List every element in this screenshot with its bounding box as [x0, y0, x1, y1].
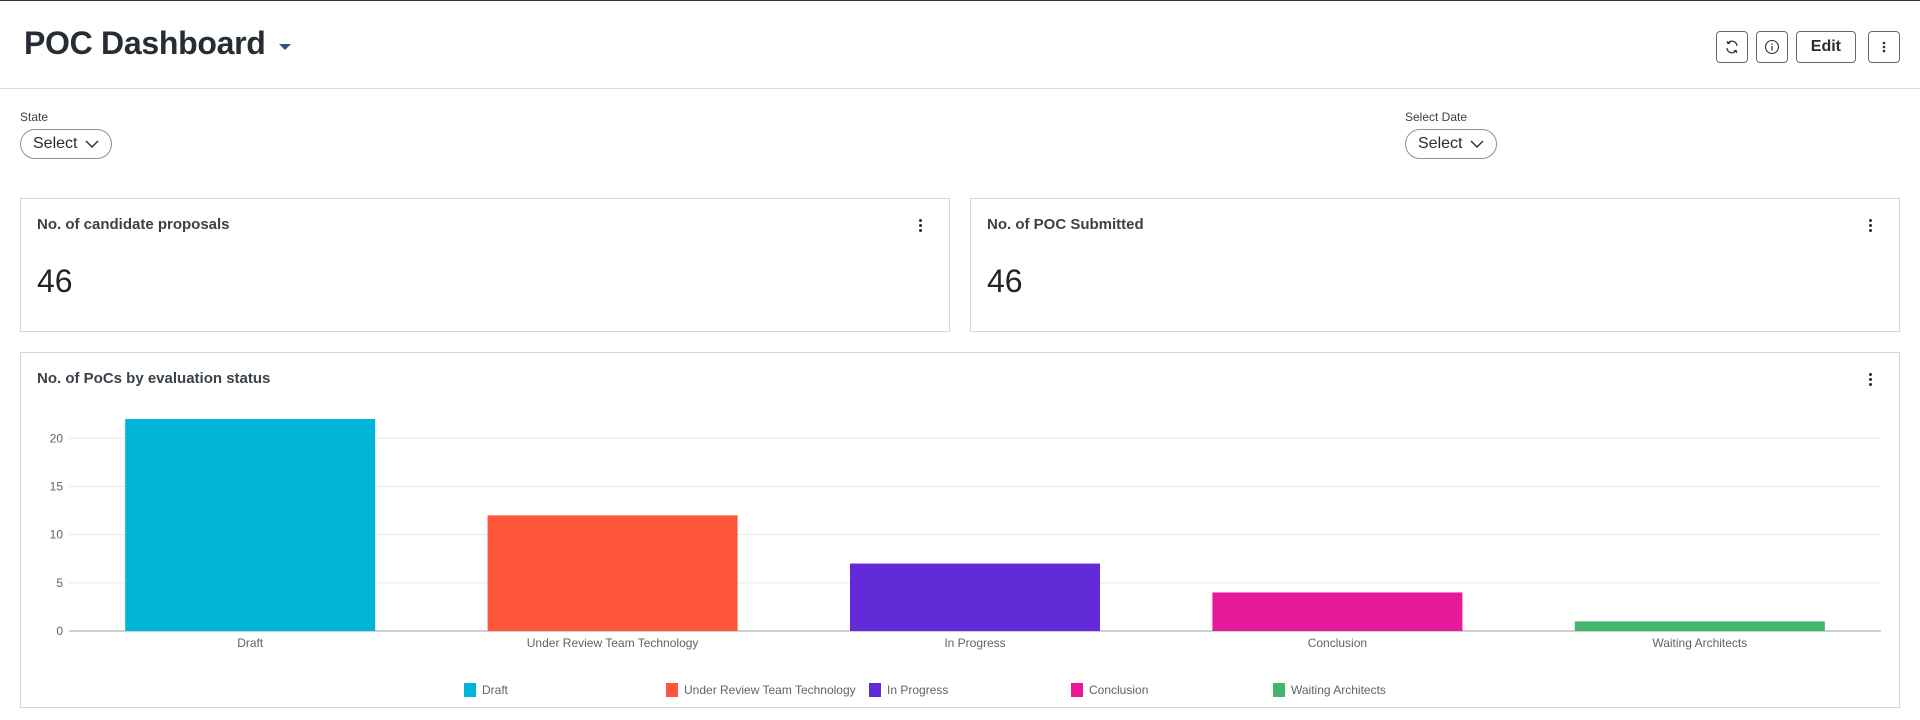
title-dropdown-caret-icon[interactable]: [279, 43, 292, 50]
more-actions-button[interactable]: [1868, 31, 1900, 63]
legend-swatch: [1071, 683, 1083, 697]
legend-label: In Progress: [887, 683, 949, 697]
legend-item[interactable]: Waiting Architects: [1273, 683, 1386, 697]
poc-submitted-card: No. of POC Submitted 46: [970, 198, 1900, 332]
chart-legend: Draft Under Review Team Technology In Prog…: [21, 683, 1899, 703]
card-title: No. of PoCs by evaluation status: [37, 370, 271, 387]
refresh-icon: [1726, 40, 1738, 54]
top-border: [0, 0, 1920, 1]
card-menu-icon[interactable]: [1865, 219, 1875, 233]
date-filter: Select Date Select: [1405, 110, 1498, 159]
candidate-proposals-card: No. of candidate proposals 46: [20, 198, 950, 332]
legend-item[interactable]: Under Review Team Technology: [666, 683, 856, 697]
card-menu-icon[interactable]: [1865, 373, 1875, 387]
legend-swatch: [464, 683, 476, 697]
legend-swatch: [1273, 683, 1285, 697]
date-select[interactable]: Select: [1405, 129, 1498, 159]
bar: [1574, 621, 1825, 631]
y-tick-label: 15: [50, 479, 64, 493]
bar: [487, 515, 738, 631]
kpi-value: 46: [37, 263, 73, 299]
legend-swatch: [666, 683, 678, 697]
state-select[interactable]: Select: [20, 129, 113, 159]
title-area: POC Dashboard: [24, 25, 292, 62]
card-title: No. of candidate proposals: [37, 216, 230, 233]
y-tick-label: 20: [50, 431, 64, 445]
kpi-value: 46: [987, 263, 1023, 299]
legend-swatch: [869, 683, 881, 697]
info-button[interactable]: [1755, 31, 1788, 63]
edit-button[interactable]: Edit: [1795, 31, 1856, 63]
card-title: No. of POC Submitted: [987, 216, 1144, 233]
x-tick-label: Waiting Architects: [1652, 636, 1747, 650]
y-tick-label: 0: [56, 624, 63, 638]
legend-label: Under Review Team Technology: [684, 683, 856, 697]
bar: [125, 419, 376, 631]
y-tick-label: 5: [56, 576, 63, 590]
legend-item[interactable]: Conclusion: [1071, 683, 1148, 697]
chevron-down-icon: [1470, 140, 1484, 148]
x-tick-label: Under Review Team Technology: [527, 636, 699, 650]
state-select-value: Select: [33, 135, 78, 152]
info-icon: [1764, 39, 1779, 55]
evaluation-status-card: No. of PoCs by evaluation status 0 5 10 15 2…: [20, 352, 1900, 708]
legend-label: Conclusion: [1089, 683, 1149, 697]
legend-label: Draft: [482, 683, 509, 697]
page-title: POC Dashboard: [24, 25, 266, 61]
more-vertical-icon: [1882, 41, 1886, 53]
x-tick-label: Draft: [237, 636, 264, 650]
legend-label: Waiting Architects: [1291, 683, 1386, 697]
legend-item[interactable]: Draft: [464, 683, 508, 697]
refresh-button[interactable]: [1715, 31, 1748, 63]
header-actions: Edit: [1715, 31, 1900, 63]
x-tick-label: Conclusion: [1308, 636, 1367, 650]
date-select-value: Select: [1418, 135, 1463, 152]
bar-chart: 0 5 10 15 20 Draft Under Review Team Technolog…: [50, 419, 1881, 650]
state-filter-label: State: [20, 110, 49, 124]
legend-item[interactable]: In Progress: [869, 683, 948, 697]
bar: [1212, 592, 1463, 631]
chevron-down-icon: [85, 140, 99, 148]
x-tick-label: In Progress: [944, 636, 1005, 650]
card-menu-icon[interactable]: [915, 219, 925, 233]
dashboard-header: POC Dashboard Edit: [0, 1, 1920, 89]
bar: [850, 563, 1100, 631]
date-filter-label: Select Date: [1405, 110, 1468, 124]
state-filter: State Select: [20, 110, 113, 159]
y-tick-label: 10: [50, 528, 64, 542]
